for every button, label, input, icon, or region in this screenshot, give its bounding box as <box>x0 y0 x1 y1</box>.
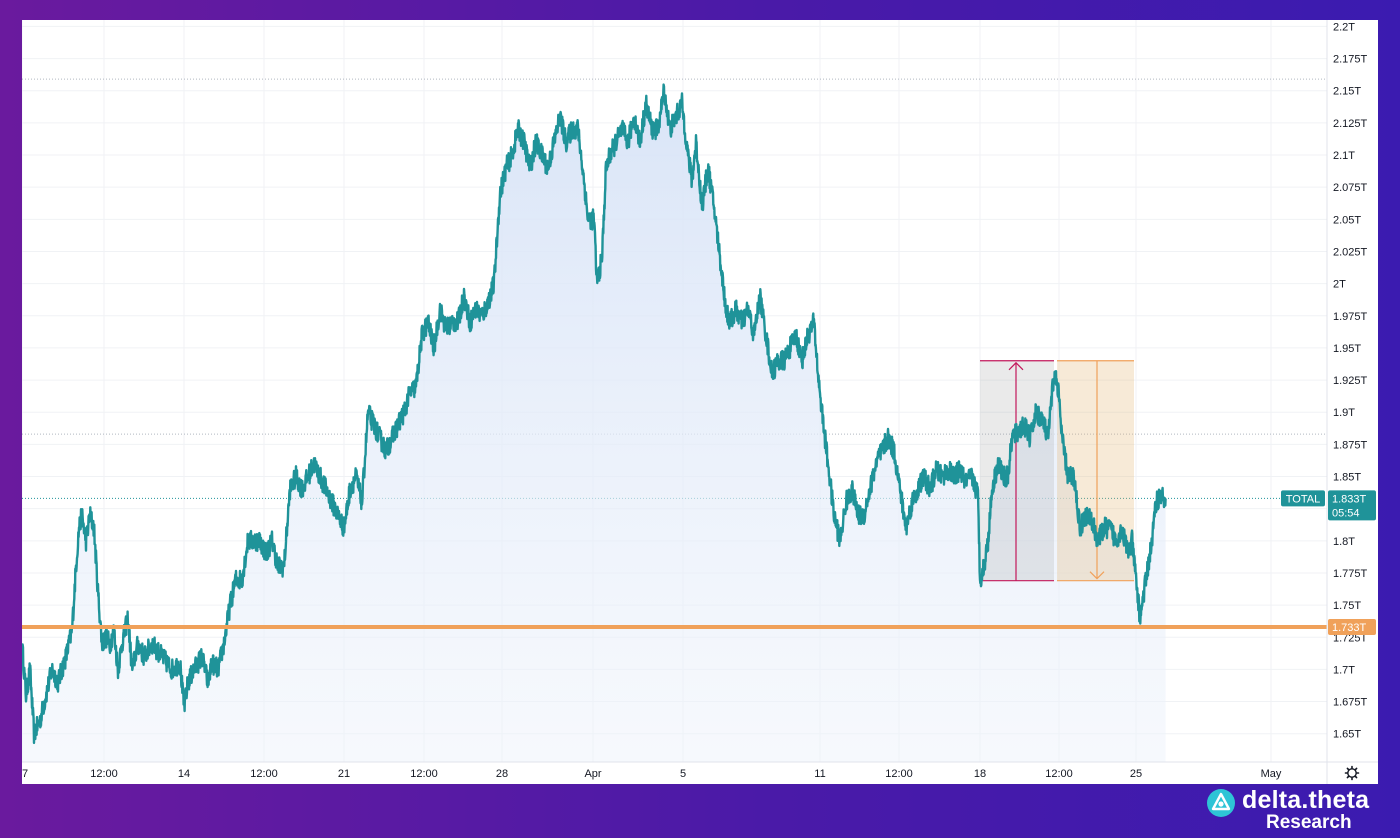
y-tick-label: 1.975T <box>1333 311 1368 323</box>
series-name-badge-label: TOTAL <box>1286 493 1320 505</box>
y-tick-label: 1.875T <box>1333 439 1368 451</box>
y-tick-label: 1.75T <box>1333 600 1361 612</box>
chart-frame: 1.65T1.675T1.7T1.725T1.75T1.775T1.8T1.82… <box>22 20 1378 784</box>
brand-subtitle: Research <box>1266 812 1352 833</box>
series-line-total <box>22 83 1167 745</box>
y-axis: 1.65T1.675T1.7T1.725T1.75T1.775T1.8T1.82… <box>1326 20 1368 784</box>
y-tick-label: 2.15T <box>1333 86 1361 98</box>
y-tick-label: 1.725T <box>1333 632 1368 644</box>
y-tick-label: 2.2T <box>1333 21 1355 33</box>
x-tick-label: May <box>1261 768 1282 780</box>
level-badge-label: 1.733T <box>1332 622 1367 634</box>
y-tick-label: 1.7T <box>1333 664 1355 676</box>
y-tick-label: 1.85T <box>1333 472 1361 484</box>
y-tick-label: 2.1T <box>1333 150 1355 162</box>
y-tick-label: 2T <box>1333 279 1346 291</box>
x-tick-label: 12:00 <box>885 768 913 780</box>
brand-name: delta.theta <box>1242 786 1370 814</box>
x-tick-label: 12:00 <box>410 768 438 780</box>
x-tick-label: 12:00 <box>90 768 118 780</box>
y-tick-label: 1.95T <box>1333 343 1361 355</box>
y-tick-label: 2.125T <box>1333 118 1368 130</box>
series-name-badge <box>1281 490 1325 507</box>
x-axis: 7 12:00 14 12:00 21 12:00 28 Apr 5 11 12:00 18 12:00… <box>22 761 1378 780</box>
x-tick-label: 18 <box>974 768 986 780</box>
gear-icon[interactable] <box>1344 765 1360 781</box>
x-tick-label: 25 <box>1130 768 1142 780</box>
short-position-arrowhead <box>1089 571 1105 580</box>
delta-theta-logo-icon <box>1207 789 1235 817</box>
line-layer <box>22 83 1167 745</box>
current-price-label: 1.833T <box>1332 493 1367 505</box>
level-badge <box>1328 618 1376 635</box>
y-tick-label: 1.8T <box>1333 536 1355 548</box>
y-tick-label: 1.9T <box>1333 407 1355 419</box>
y-tick-label: 1.675T <box>1333 697 1368 709</box>
y-tick-label: 1.775T <box>1333 568 1368 580</box>
x-tick-label: 12:00 <box>250 768 278 780</box>
y-tick-label: 2.075T <box>1333 182 1368 194</box>
long-position-arrowhead <box>1008 361 1024 371</box>
x-tick-label: 5 <box>680 768 686 780</box>
x-tick-label: 14 <box>178 768 190 780</box>
countdown-label: 05:54 <box>1332 507 1360 519</box>
x-tick-label: 11 <box>814 768 825 780</box>
y-tick-label: 2.175T <box>1333 54 1368 66</box>
x-tick-label: Apr <box>584 768 601 780</box>
x-tick-label: 7 <box>22 768 28 780</box>
x-tick-label: 12:00 <box>1045 768 1073 780</box>
area-layer <box>22 84 1166 763</box>
chart-svg[interactable]: 1.65T1.675T1.7T1.725T1.75T1.775T1.8T1.82… <box>22 20 1378 784</box>
y-tick-label: 2.025T <box>1333 246 1368 258</box>
x-tick-label: 28 <box>496 768 508 780</box>
y-tick-label: 2.05T <box>1333 214 1361 226</box>
badge-layer: TOTAL 1.833T 05:54 1.733T <box>1281 490 1376 635</box>
y-tick-label: 1.925T <box>1333 375 1368 387</box>
current-price-badge <box>1328 490 1376 521</box>
area-fill <box>22 84 1166 763</box>
brand: delta.theta Research <box>1206 786 1386 836</box>
long-position-box <box>980 360 1054 581</box>
x-tick-label: 21 <box>338 768 350 780</box>
y-tick-label: 1.65T <box>1333 729 1361 741</box>
